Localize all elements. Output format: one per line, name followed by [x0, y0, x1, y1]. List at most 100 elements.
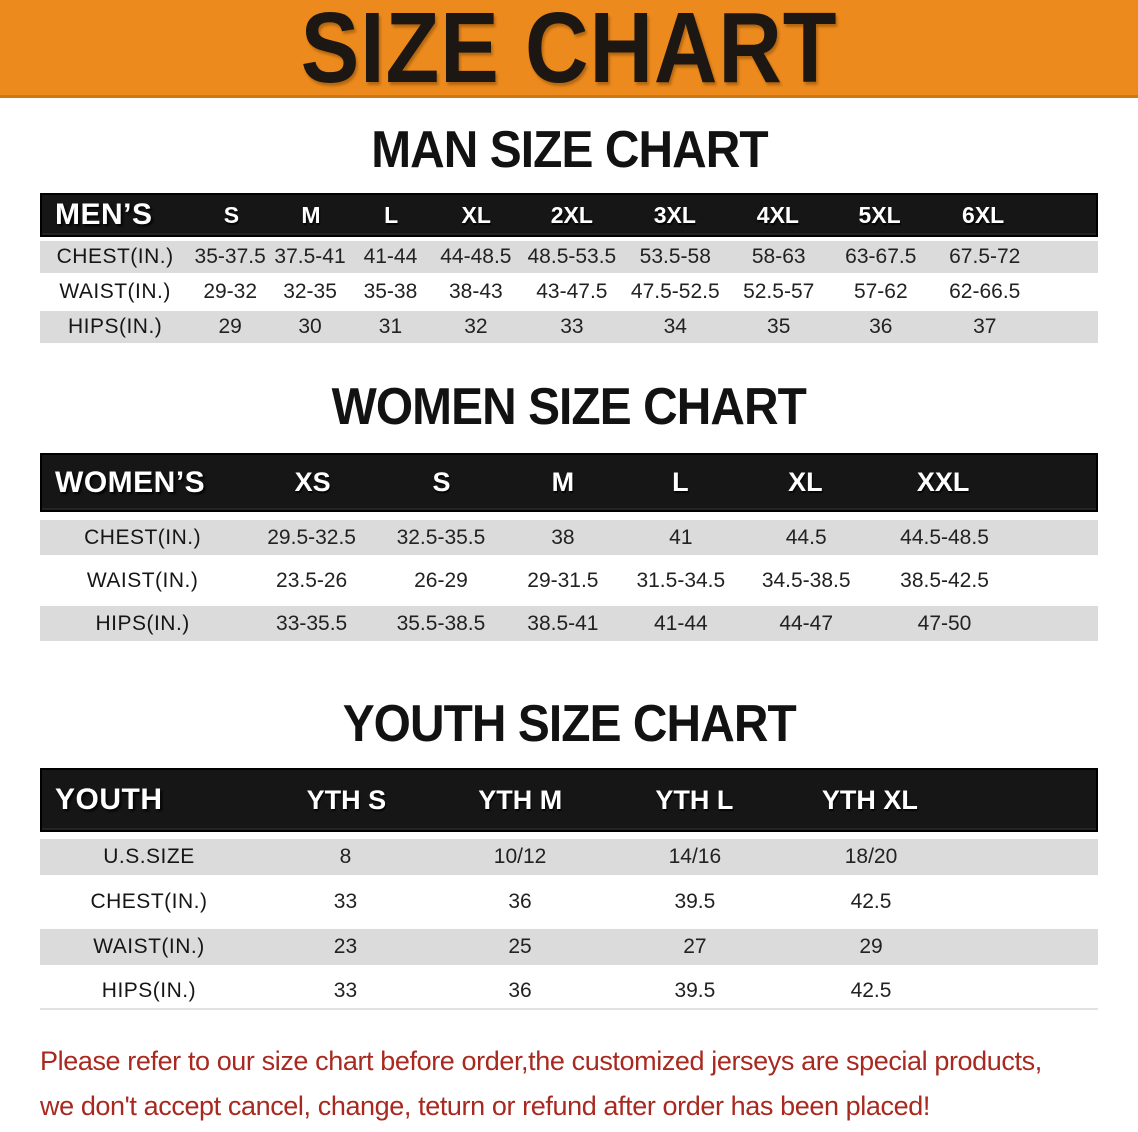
women-column-header: XL [788, 467, 823, 497]
men-column-header: 5XL [858, 201, 901, 228]
men-value: 37.5-41 [274, 245, 346, 268]
youth-value: 10/12 [493, 845, 547, 868]
youth-value: 39.5 [674, 890, 716, 913]
men-section-heading: MAN SIZE CHART [0, 121, 1138, 179]
youth-value: 23 [333, 935, 358, 958]
men-row-label: CHEST(IN.) [56, 245, 174, 268]
youth-value: 36 [508, 979, 532, 1002]
men-value: 47.5-52.5 [630, 280, 720, 303]
men-chart-heading: MAN SIZE CHART [370, 121, 768, 179]
men-column-header: S [223, 201, 240, 228]
men-value: 29 [218, 315, 242, 338]
men-value: 41-44 [363, 245, 418, 268]
women-value: 35.5-38.5 [396, 611, 486, 635]
men-value: 58-63 [751, 245, 806, 268]
youth-size-table: YOUTH YTH S YTH M YTH L YTH XL U.S.SIZE 8 10/12… [40, 768, 1098, 1010]
youth-column-header: YTH S [306, 784, 387, 815]
women-value: 44.5-48.5 [900, 525, 989, 549]
women-row-label: WAIST(IN.) [86, 568, 199, 592]
men-column-header: L [384, 201, 399, 228]
men-value: 48.5-53.5 [527, 245, 617, 268]
women-column-header: XXL [916, 467, 970, 497]
men-header-row: MEN’S S M L XL 2XL 3XL 4XL 5XL 6XL [40, 193, 1098, 237]
men-column-header: M [301, 201, 321, 228]
men-value: 43-47.5 [536, 280, 608, 303]
youth-value: 36 [508, 890, 532, 913]
men-value: 31 [378, 315, 403, 338]
youth-value: 33 [333, 890, 358, 913]
notice-line-2: we don't accept cancel, change, teturn o… [40, 1091, 930, 1121]
youth-value: 29 [859, 935, 883, 958]
men-value: 38-43 [449, 280, 503, 303]
men-value: 35-37.5 [194, 245, 266, 268]
youth-value: 8 [339, 845, 352, 868]
women-value: 34.5-38.5 [761, 568, 851, 592]
women-value: 31.5-34.5 [636, 568, 726, 592]
men-value: 36 [869, 315, 893, 338]
men-value: 33 [560, 315, 584, 338]
women-value: 38.5-42.5 [900, 568, 989, 592]
men-value: 32 [464, 315, 488, 338]
men-column-header: 4XL [756, 201, 799, 228]
youth-corner-label: YOUTH [55, 783, 163, 816]
women-value: 44.5 [785, 525, 827, 549]
men-value: 30 [298, 315, 322, 338]
women-column-header: S [432, 467, 451, 497]
men-row-label: HIPS(IN.) [67, 315, 163, 338]
men-value: 44-48.5 [440, 245, 512, 268]
banner: SIZE CHART [0, 0, 1138, 98]
men-value: 63-67.5 [845, 245, 917, 268]
youth-column-header: YTH XL [821, 784, 918, 815]
youth-value: 42.5 [850, 890, 892, 913]
men-column-header: XL [461, 201, 491, 228]
men-row-label: WAIST(IN.) [59, 280, 171, 303]
youth-row-label: U.S.SIZE [103, 845, 195, 868]
men-table-row: CHEST(IN.) 35-37.5 37.5-41 41-44 44-48.5 48.5… [40, 241, 1098, 273]
women-column-header: XS [294, 467, 331, 497]
youth-table-row: WAIST(IN.) 23 25 27 29 [40, 929, 1098, 965]
men-column-header: 6XL [962, 201, 1005, 228]
youth-value: 42.5 [850, 979, 892, 1002]
men-value: 53.5-58 [639, 245, 711, 268]
men-value: 57-62 [853, 280, 908, 303]
men-value: 34 [663, 315, 687, 338]
youth-column-header: YTH M [478, 784, 563, 815]
women-value: 41 [669, 525, 693, 549]
youth-column-header: YTH L [655, 784, 734, 815]
women-section-heading: WOMEN SIZE CHART [0, 378, 1138, 436]
youth-table-row: U.S.SIZE 8 10/12 14/16 18/20 [40, 839, 1098, 875]
men-table-row: HIPS(IN.) 29 30 31 32 33 34 35 36 37 [40, 311, 1098, 343]
women-value: 33-35.5 [276, 611, 348, 635]
men-value: 62-66.5 [949, 280, 1021, 303]
women-column-header: L [672, 467, 689, 497]
men-value: 35 [767, 315, 791, 338]
women-table-row: WAIST(IN.) 23.5-26 26-29 29-31.5 31.5-34.5 34… [40, 563, 1098, 598]
women-value: 23.5-26 [276, 568, 348, 592]
youth-section-heading: YOUTH SIZE CHART [0, 698, 1138, 750]
notice-line-1: Please refer to our size chart before or… [40, 1046, 1042, 1076]
women-table-row: CHEST(IN.) 29.5-32.5 32.5-35.5 38 41 44.5 44.5… [40, 520, 1098, 555]
men-column-header: 2XL [550, 201, 593, 228]
youth-row-label: CHEST(IN.) [90, 890, 208, 913]
youth-value: 27 [683, 935, 707, 958]
women-value: 38 [551, 525, 575, 549]
women-value: 29-31.5 [527, 568, 599, 592]
men-column-header: 3XL [653, 201, 696, 228]
women-corner-label: WOMEN’S [55, 465, 206, 499]
women-value: 29.5-32.5 [267, 525, 356, 549]
women-size-table: WOMEN’S XS S M L XL XXL CHEST(IN.) 29.5-32.5 32.5… [40, 453, 1098, 641]
youth-row-label: WAIST(IN.) [93, 935, 205, 958]
women-row-label: CHEST(IN.) [84, 525, 202, 549]
youth-header-row: YOUTH YTH S YTH M YTH L YTH XL [40, 768, 1098, 832]
youth-value: 18/20 [844, 845, 898, 868]
men-size-table: MEN’S S M L XL 2XL 3XL 4XL 5XL 6XL CHEST(IN.) 35-37… [40, 193, 1098, 343]
youth-row-label: HIPS(IN.) [101, 979, 197, 1002]
men-value: 52.5-57 [743, 280, 815, 303]
youth-value: 39.5 [674, 979, 716, 1002]
women-value: 26-29 [414, 568, 468, 592]
men-value: 32-35 [283, 280, 337, 303]
women-chart-heading: WOMEN SIZE CHART [331, 378, 807, 436]
order-notice: Please refer to our size chart before or… [40, 1039, 1138, 1129]
men-table-row: WAIST(IN.) 29-32 32-35 35-38 38-43 43-47.5 47.… [40, 276, 1098, 308]
